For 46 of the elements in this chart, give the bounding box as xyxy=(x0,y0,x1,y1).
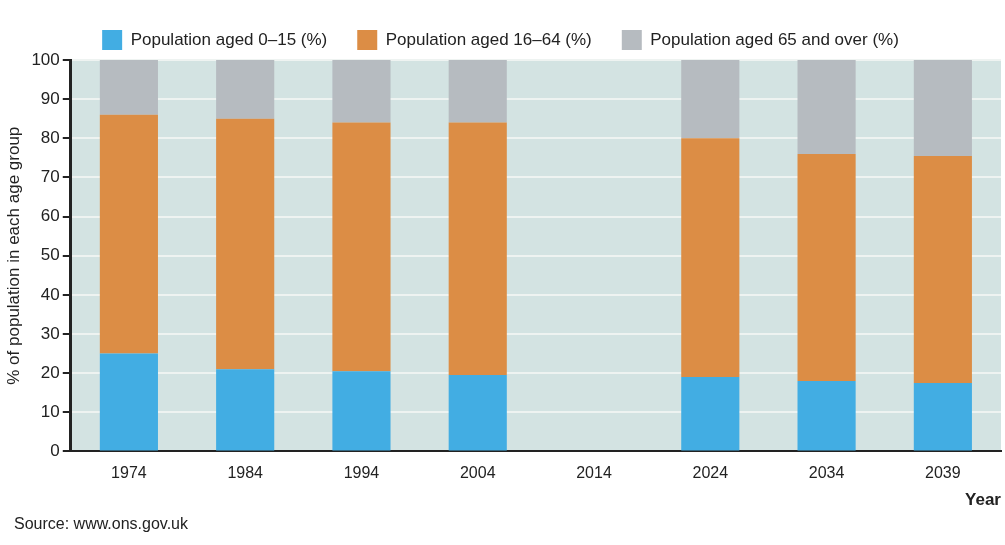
bar xyxy=(797,153,856,381)
x-tick-label: 1984 xyxy=(227,464,264,482)
y-tick-label: 0 xyxy=(50,441,60,461)
y-tick-label: 20 xyxy=(40,362,60,382)
y-tick-label: 10 xyxy=(40,401,60,421)
x-tick-label: 2004 xyxy=(459,464,496,482)
x-tick-label: 2039 xyxy=(925,464,961,482)
bar xyxy=(797,380,856,451)
bar xyxy=(681,377,740,451)
y-tick-label: 40 xyxy=(40,284,60,304)
legend-label: Population aged 16–64 (%) xyxy=(385,29,592,49)
bar xyxy=(332,60,391,123)
bar xyxy=(332,371,391,451)
x-axis-title: Year xyxy=(965,490,1002,510)
bar xyxy=(99,114,158,354)
source-note: Source: www.ons.gov.uk xyxy=(13,515,189,533)
y-tick-label: 90 xyxy=(40,88,60,108)
bar xyxy=(913,155,972,383)
y-tick-label: 100 xyxy=(31,49,60,69)
bar xyxy=(913,60,972,156)
bar xyxy=(448,60,507,123)
bar xyxy=(681,60,740,139)
y-tick-label: 30 xyxy=(40,323,60,343)
y-tick-label: 80 xyxy=(40,127,60,147)
bar xyxy=(332,122,391,372)
bar xyxy=(99,60,158,115)
legend-label: Population aged 65 and over (%) xyxy=(650,29,899,49)
bar xyxy=(99,353,158,451)
x-tick-label: 1994 xyxy=(343,464,380,482)
x-tick-label: 2014 xyxy=(576,464,612,482)
y-tick-label: 50 xyxy=(40,245,60,265)
bar xyxy=(448,122,507,376)
legend-label: Population aged 0–15 (%) xyxy=(130,29,328,49)
y-tick-label: 60 xyxy=(40,206,60,226)
bar xyxy=(216,118,275,370)
bar xyxy=(216,369,275,451)
bar xyxy=(216,60,275,119)
bar xyxy=(681,138,740,378)
bar xyxy=(797,60,856,154)
x-tick-label: 1974 xyxy=(111,464,147,482)
x-tick-label: 2034 xyxy=(808,464,845,482)
y-tick-label: 70 xyxy=(40,167,60,187)
bar xyxy=(913,382,972,451)
y-axis-title: % of population in each age group xyxy=(3,126,23,385)
bar xyxy=(448,375,507,451)
x-tick-label: 2024 xyxy=(692,464,729,482)
